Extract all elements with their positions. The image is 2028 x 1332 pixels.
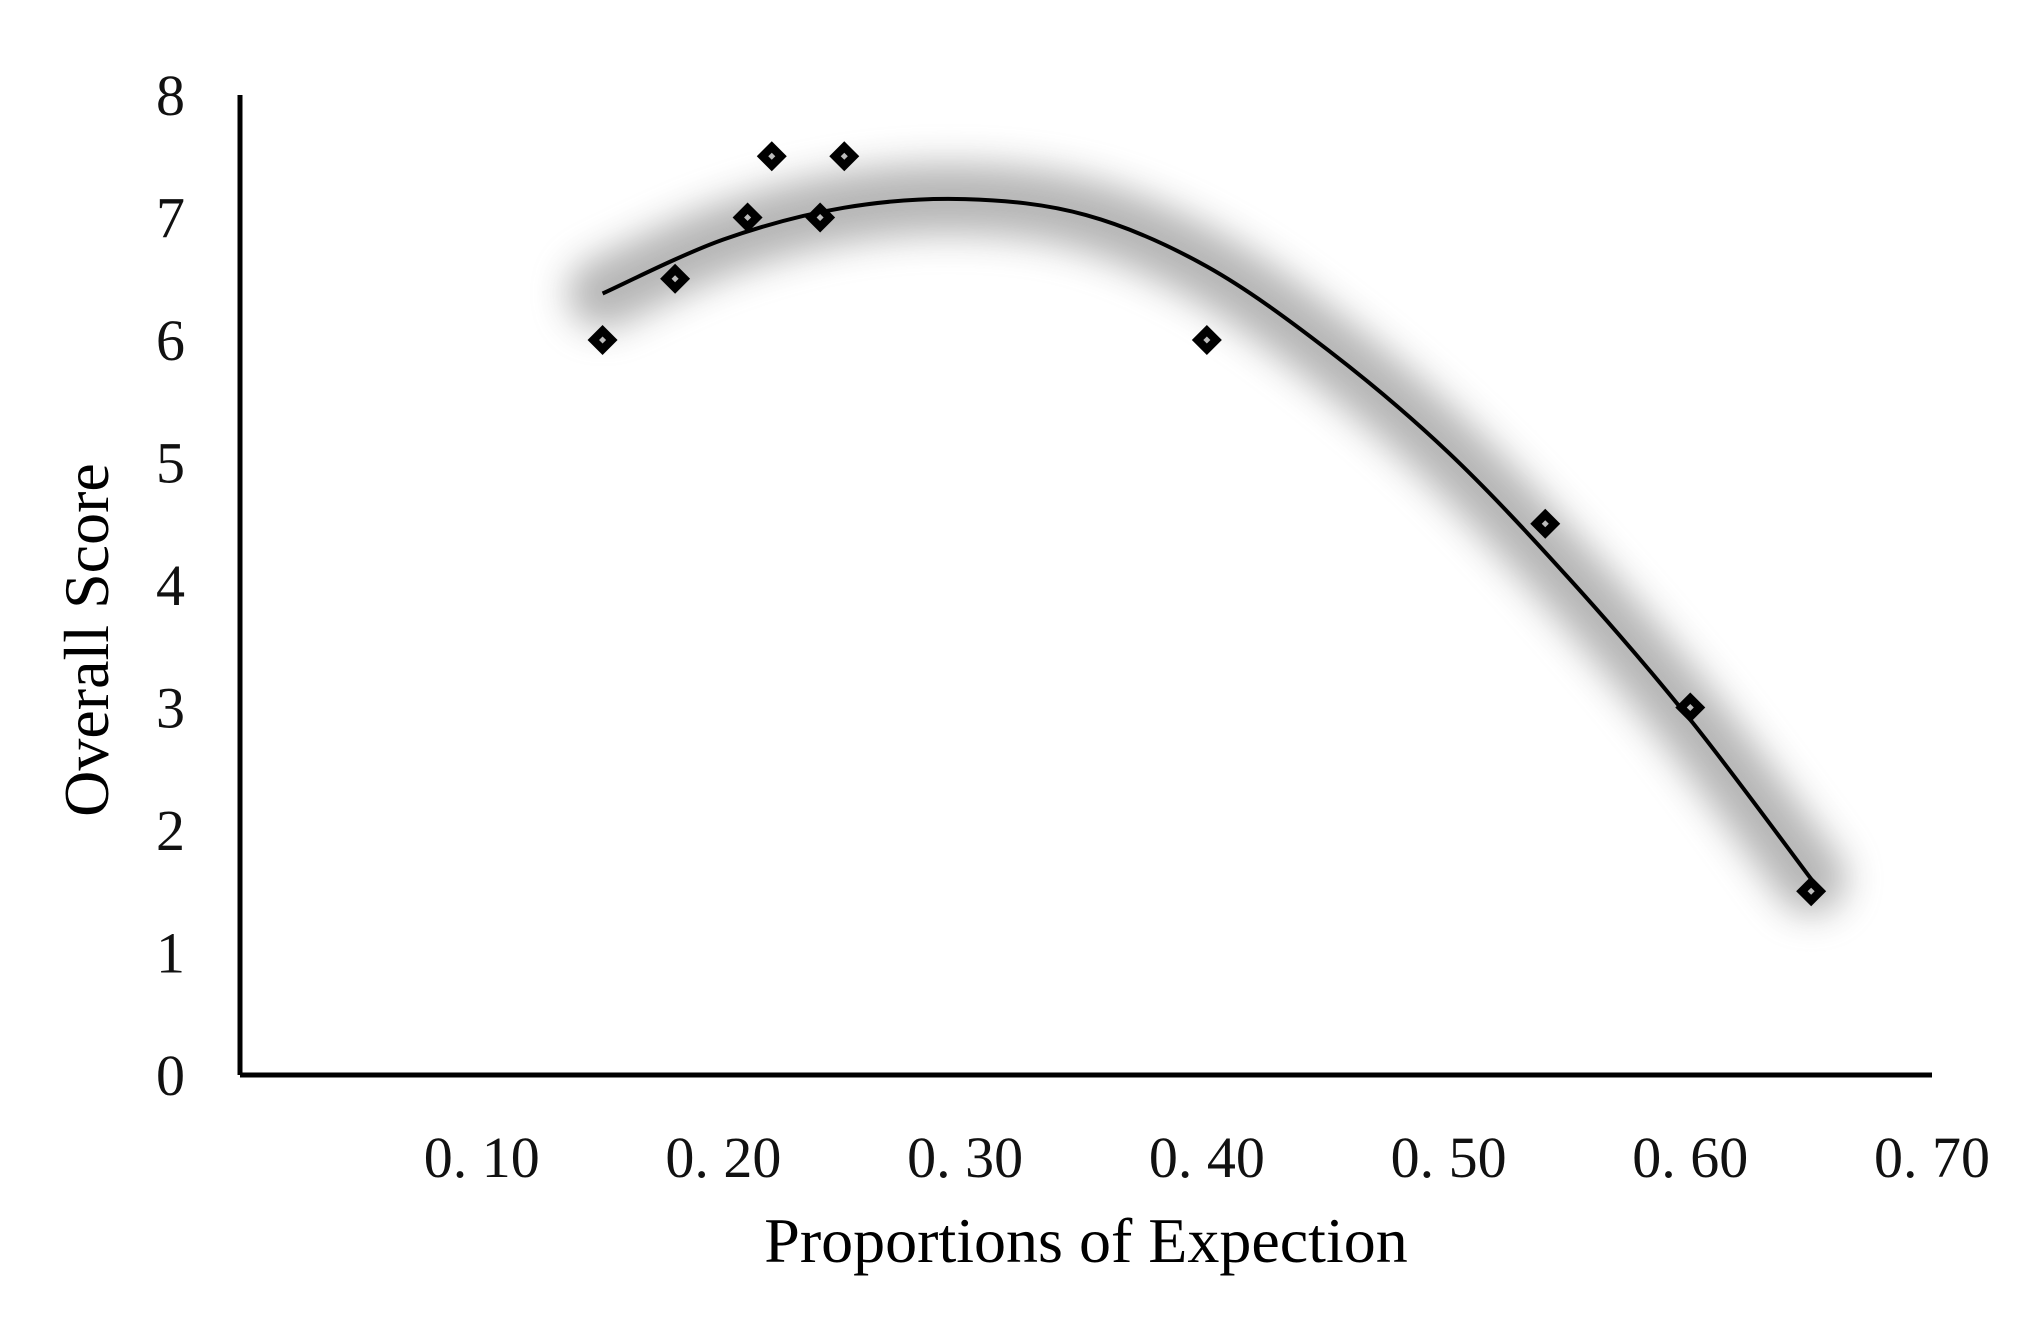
y-tick-label: 2 — [156, 798, 185, 863]
y-tick-label: 1 — [156, 921, 185, 986]
diamond-marker-center — [744, 213, 752, 222]
x-tick-label: 0. 60 — [1632, 1125, 1748, 1190]
y-axis-title: Overall Score — [51, 463, 122, 817]
x-axis-title: Proportions of Expection — [764, 1205, 1407, 1276]
data-point — [805, 202, 836, 233]
y-tick-labels: 0 1 2 3 4 5 6 7 8 — [156, 63, 185, 1108]
data-point — [1675, 692, 1706, 723]
data-points — [587, 141, 1827, 907]
data-point — [1796, 876, 1827, 907]
data-point — [587, 325, 618, 355]
y-tick-label: 6 — [156, 308, 185, 373]
diamond-marker-center — [768, 152, 776, 160]
trendline-shadow — [567, 163, 1847, 914]
x-tick-label: 0. 30 — [907, 1125, 1023, 1190]
y-tick-label: 8 — [156, 63, 185, 128]
y-tick-label: 7 — [156, 186, 185, 251]
x-tick-label: 0. 10 — [424, 1125, 540, 1190]
x-tick-labels: 0. 10 0. 20 0. 30 0. 40 0. 50 0. 60 0. 70 — [424, 1125, 1990, 1190]
y-tick-label: 4 — [156, 553, 185, 618]
diamond-marker-center — [599, 336, 607, 344]
data-point — [829, 141, 860, 172]
data-point — [732, 202, 763, 233]
diamond-marker-center — [816, 213, 824, 222]
data-point — [756, 141, 787, 172]
y-tick-label: 5 — [156, 431, 185, 496]
x-tick-label: 0. 70 — [1874, 1125, 1990, 1190]
y-tick-label: 3 — [156, 676, 185, 741]
diamond-marker-center — [671, 275, 679, 283]
axes — [237, 95, 1932, 1078]
x-tick-label: 0. 20 — [665, 1125, 781, 1190]
data-point — [660, 263, 691, 294]
trendline-glow — [567, 163, 1847, 914]
y-tick-label: 0 — [156, 1043, 185, 1108]
data-point — [1191, 325, 1222, 355]
diamond-marker-center — [840, 152, 848, 160]
x-tick-label: 0. 40 — [1149, 1125, 1265, 1190]
x-tick-label: 0. 50 — [1391, 1125, 1507, 1190]
data-point — [1530, 508, 1561, 539]
